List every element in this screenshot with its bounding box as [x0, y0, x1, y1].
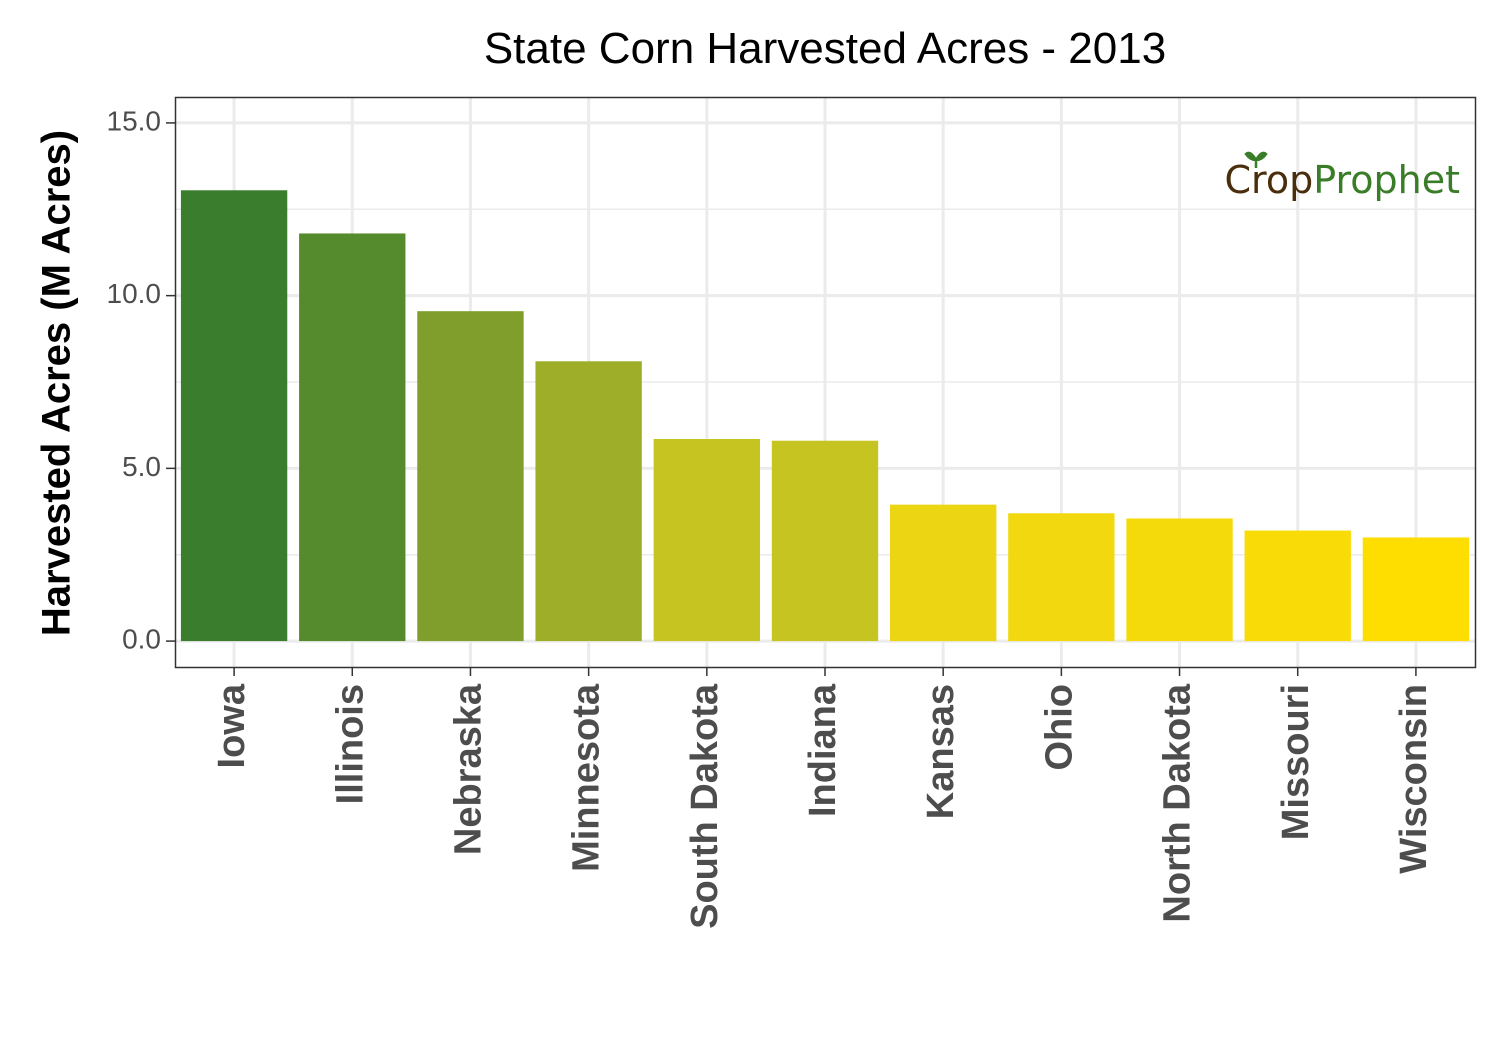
x-tick-label: Iowa: [211, 683, 253, 768]
x-tick-label: South Dakota: [684, 683, 726, 929]
y-axis-ticks: 0.0 5.0 10.0 15.0: [107, 105, 175, 654]
bar-kansas: [890, 504, 997, 642]
cropprophet-logo: CropProphet: [1225, 151, 1460, 202]
x-tick-label: Missouri: [1275, 684, 1317, 840]
bar-north-dakota: [1126, 518, 1233, 642]
bar-nebraska: [417, 311, 524, 642]
y-tick-label: 10.0: [107, 278, 162, 309]
chart-title: State Corn Harvested Acres - 2013: [484, 24, 1166, 73]
svg-text:CropProphet: CropProphet: [1225, 158, 1460, 202]
x-tick-label: Indiana: [802, 683, 844, 817]
x-tick-label: Kansas: [920, 684, 962, 819]
logo-word-prophet: Prophet: [1313, 158, 1460, 202]
x-tick-label: North Dakota: [1157, 683, 1199, 922]
bar-illinois: [299, 233, 406, 642]
y-tick-label: 5.0: [122, 451, 161, 482]
bar-missouri: [1244, 530, 1351, 642]
bar-wisconsin: [1362, 537, 1470, 642]
y-axis-label: Harvested Acres (M Acres): [35, 130, 79, 636]
x-tick-label: Minnesota: [566, 683, 608, 872]
y-tick-label: 0.0: [122, 623, 161, 654]
x-axis-ticks: Iowa Illinois Nebraska Minnesota South Dakot…: [211, 667, 1435, 929]
x-tick-label: Nebraska: [447, 683, 489, 855]
x-tick-label: Ohio: [1038, 684, 1080, 771]
logo-word-crop: Crop: [1225, 158, 1314, 202]
bars: [180, 190, 1470, 642]
x-tick-label: Illinois: [329, 684, 371, 804]
sprout-icon: [1244, 151, 1268, 168]
bar-ohio: [1008, 513, 1115, 642]
bar-indiana: [771, 440, 879, 642]
bar-iowa: [180, 190, 288, 642]
bar-minnesota: [535, 361, 642, 642]
bar-south-dakota: [653, 439, 760, 642]
y-tick-label: 15.0: [107, 105, 162, 136]
x-tick-label: Wisconsin: [1393, 684, 1435, 874]
